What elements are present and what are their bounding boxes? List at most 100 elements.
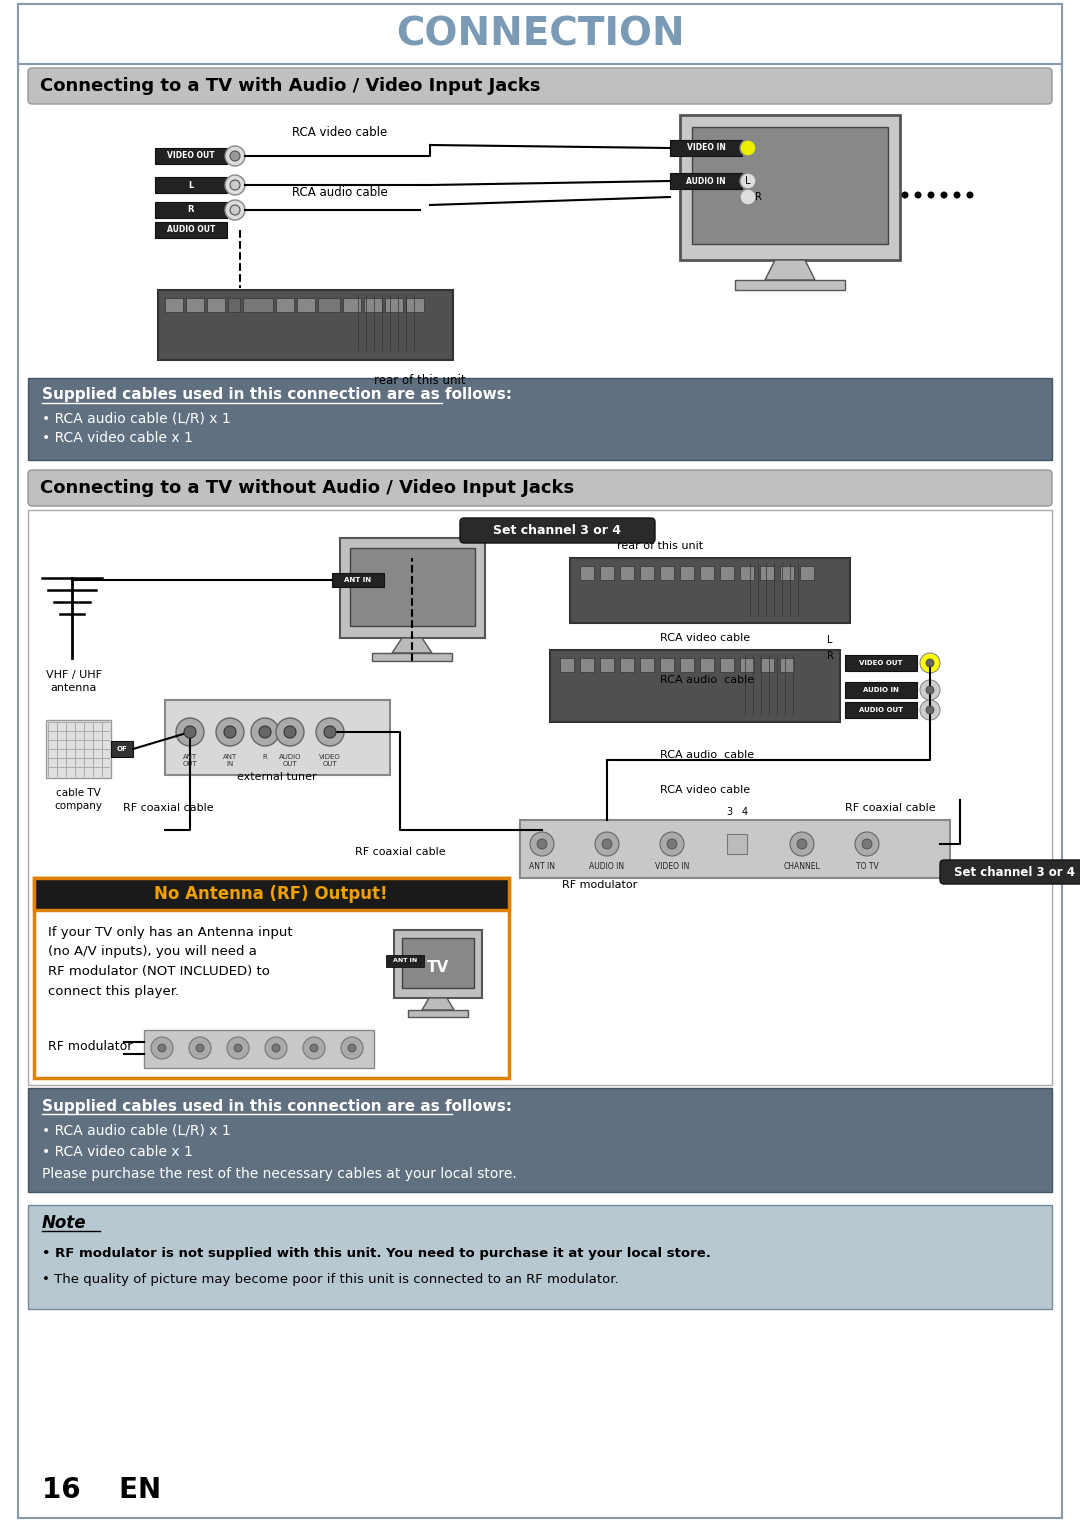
Circle shape — [530, 832, 554, 856]
Circle shape — [855, 832, 879, 856]
Bar — [165, 700, 390, 776]
Circle shape — [251, 718, 279, 747]
Text: cable TV
company: cable TV company — [54, 788, 102, 811]
Bar — [243, 299, 273, 312]
Circle shape — [341, 1036, 363, 1059]
Bar — [640, 565, 654, 581]
FancyBboxPatch shape — [28, 69, 1052, 104]
Text: L: L — [827, 636, 833, 645]
Bar — [720, 565, 734, 581]
FancyBboxPatch shape — [460, 518, 654, 543]
Bar — [660, 565, 674, 581]
Text: Supplied cables used in this connection are as follows:: Supplied cables used in this connection … — [42, 1099, 512, 1114]
Circle shape — [926, 686, 934, 693]
Text: RCA video cable: RCA video cable — [660, 632, 751, 643]
Text: RCA audio cable: RCA audio cable — [292, 186, 388, 198]
Polygon shape — [392, 639, 432, 652]
Circle shape — [920, 652, 940, 674]
Text: ANT IN: ANT IN — [345, 578, 372, 584]
Circle shape — [789, 832, 814, 856]
Polygon shape — [422, 998, 454, 1010]
Circle shape — [915, 192, 921, 198]
Text: • RCA audio cable (L/R) x 1: • RCA audio cable (L/R) x 1 — [42, 411, 231, 425]
Circle shape — [954, 192, 960, 198]
Text: AUDIO IN: AUDIO IN — [863, 687, 899, 693]
Circle shape — [740, 140, 756, 155]
Text: 3: 3 — [726, 808, 732, 817]
Text: RCA audio  cable: RCA audio cable — [660, 750, 754, 760]
Bar — [620, 658, 634, 672]
Circle shape — [216, 718, 244, 747]
Circle shape — [225, 175, 245, 195]
Bar — [364, 299, 382, 312]
Bar — [46, 719, 111, 777]
Circle shape — [928, 192, 934, 198]
Bar — [845, 703, 917, 718]
Circle shape — [941, 192, 947, 198]
Text: • RCA video cable x 1: • RCA video cable x 1 — [42, 1145, 193, 1158]
Circle shape — [926, 706, 934, 715]
Bar — [760, 565, 774, 581]
Text: ANT
OUT: ANT OUT — [183, 754, 198, 767]
Text: • RF modulator is not supplied with this unit. You need to purchase it at your l: • RF modulator is not supplied with this… — [42, 1247, 711, 1259]
Circle shape — [265, 1036, 287, 1059]
Bar — [384, 299, 403, 312]
Text: R: R — [826, 651, 834, 661]
Bar — [386, 956, 424, 968]
Circle shape — [967, 192, 973, 198]
Circle shape — [276, 718, 303, 747]
Text: CONNECTION: CONNECTION — [395, 15, 685, 53]
Circle shape — [234, 1044, 242, 1052]
Bar — [550, 651, 840, 722]
Bar — [561, 658, 573, 672]
Bar — [680, 114, 900, 261]
Bar — [740, 658, 754, 672]
Bar — [720, 658, 734, 672]
Text: Please purchase the rest of the necessary cables at your local store.: Please purchase the rest of the necessar… — [42, 1167, 516, 1181]
Text: TO TV: TO TV — [855, 863, 878, 872]
Circle shape — [740, 189, 756, 206]
Circle shape — [230, 206, 240, 215]
Bar — [111, 741, 133, 757]
Circle shape — [195, 1044, 204, 1052]
Bar — [780, 565, 794, 581]
Bar — [580, 565, 594, 581]
Text: VIDEO IN: VIDEO IN — [687, 143, 726, 152]
Text: TV: TV — [427, 960, 449, 975]
Text: • RCA audio cable (L/R) x 1: • RCA audio cable (L/R) x 1 — [42, 1123, 231, 1137]
Text: OF: OF — [117, 747, 127, 751]
Text: AUDIO OUT: AUDIO OUT — [859, 707, 903, 713]
Bar — [186, 299, 204, 312]
Bar — [156, 203, 227, 218]
Circle shape — [176, 718, 204, 747]
Bar — [700, 565, 714, 581]
Bar — [28, 378, 1052, 460]
Text: R: R — [755, 192, 761, 203]
Text: No Antenna (RF) Output!: No Antenna (RF) Output! — [154, 885, 388, 904]
Circle shape — [189, 1036, 211, 1059]
Bar — [350, 549, 475, 626]
Bar — [727, 834, 747, 853]
Text: VIDEO OUT: VIDEO OUT — [860, 660, 903, 666]
Circle shape — [660, 832, 684, 856]
Text: RF coaxial cable: RF coaxial cable — [123, 803, 214, 812]
Bar — [372, 652, 453, 661]
Text: RCA video cable: RCA video cable — [660, 785, 751, 796]
Bar — [580, 658, 594, 672]
Bar — [158, 290, 453, 360]
Circle shape — [227, 1036, 249, 1059]
Text: Set channel 3 or 4: Set channel 3 or 4 — [954, 866, 1075, 878]
Circle shape — [348, 1044, 356, 1052]
Bar — [735, 280, 845, 290]
Circle shape — [225, 200, 245, 219]
Bar — [740, 565, 754, 581]
Circle shape — [224, 725, 237, 738]
Bar — [340, 538, 485, 639]
Text: Supplied cables used in this connection are as follows:: Supplied cables used in this connection … — [42, 387, 512, 402]
Bar — [156, 148, 227, 165]
Text: AUDIO IN: AUDIO IN — [686, 177, 726, 186]
FancyBboxPatch shape — [940, 860, 1080, 884]
Bar — [332, 573, 384, 587]
Bar — [640, 658, 654, 672]
Text: RF modulator: RF modulator — [48, 1039, 133, 1053]
